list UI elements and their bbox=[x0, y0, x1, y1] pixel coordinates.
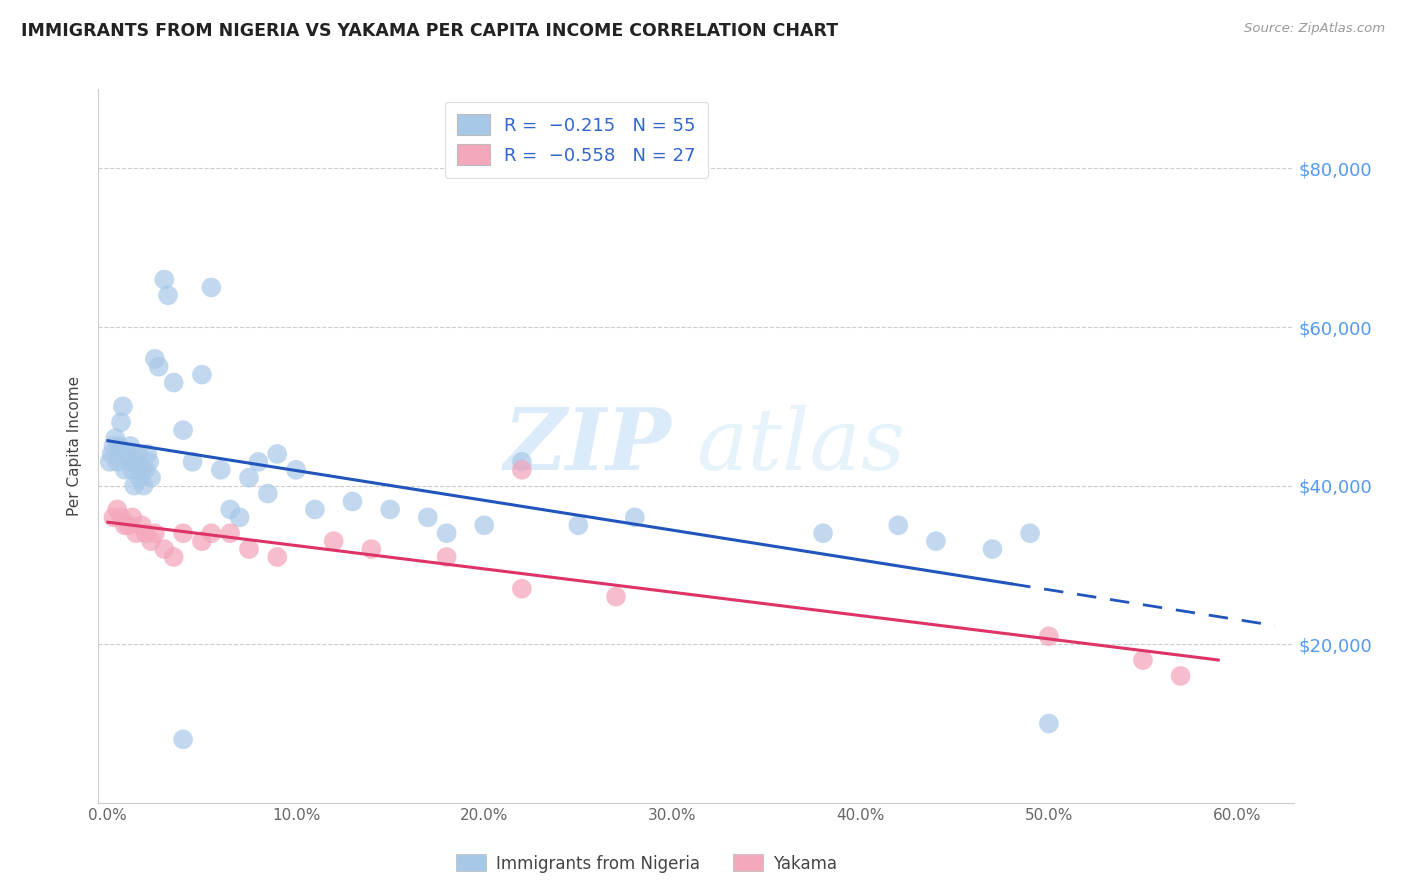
Point bbox=[121, 510, 143, 524]
Point bbox=[925, 534, 948, 549]
Point bbox=[285, 463, 308, 477]
Legend: R =  −0.215   N = 55, R =  −0.558   N = 27: R = −0.215 N = 55, R = −0.558 N = 27 bbox=[444, 102, 709, 178]
Point bbox=[172, 526, 194, 541]
Point bbox=[128, 471, 150, 485]
Point bbox=[105, 455, 128, 469]
Point bbox=[191, 534, 214, 549]
Point bbox=[153, 272, 176, 286]
Point bbox=[138, 455, 160, 469]
Point bbox=[416, 510, 439, 524]
Point bbox=[131, 463, 153, 477]
Point bbox=[104, 431, 127, 445]
Point bbox=[172, 423, 194, 437]
Point bbox=[322, 534, 344, 549]
Point bbox=[110, 415, 132, 429]
Point bbox=[125, 455, 148, 469]
Point bbox=[157, 288, 180, 302]
Point bbox=[378, 502, 401, 516]
Point bbox=[110, 510, 132, 524]
Point bbox=[114, 518, 136, 533]
Point bbox=[1038, 629, 1060, 643]
Point bbox=[200, 526, 222, 541]
Point bbox=[120, 439, 142, 453]
Point bbox=[121, 463, 143, 477]
Point bbox=[219, 526, 242, 541]
Text: Source: ZipAtlas.com: Source: ZipAtlas.com bbox=[1244, 22, 1385, 36]
Point bbox=[103, 510, 125, 524]
Point bbox=[266, 549, 288, 564]
Point bbox=[436, 526, 458, 541]
Point bbox=[163, 549, 186, 564]
Point bbox=[623, 510, 645, 524]
Point bbox=[139, 471, 162, 485]
Point bbox=[181, 455, 204, 469]
Point bbox=[605, 590, 627, 604]
Point bbox=[200, 280, 222, 294]
Point bbox=[811, 526, 834, 541]
Point bbox=[219, 502, 242, 516]
Point bbox=[191, 368, 214, 382]
Point bbox=[131, 518, 153, 533]
Point bbox=[256, 486, 278, 500]
Point bbox=[108, 439, 131, 453]
Text: atlas: atlas bbox=[696, 405, 905, 487]
Point bbox=[266, 447, 288, 461]
Point bbox=[122, 478, 145, 492]
Point bbox=[238, 542, 260, 557]
Point bbox=[567, 518, 589, 533]
Point bbox=[228, 510, 250, 524]
Point bbox=[143, 351, 166, 366]
Point bbox=[98, 455, 121, 469]
Point bbox=[472, 518, 495, 533]
Point bbox=[304, 502, 326, 516]
Point bbox=[103, 439, 125, 453]
Point bbox=[209, 463, 232, 477]
Point bbox=[127, 447, 149, 461]
Point bbox=[1038, 716, 1060, 731]
Point bbox=[111, 400, 134, 414]
Y-axis label: Per Capita Income: Per Capita Income bbox=[67, 376, 83, 516]
Point bbox=[1132, 653, 1154, 667]
Point bbox=[342, 494, 364, 508]
Point bbox=[148, 359, 170, 374]
Point bbox=[510, 463, 533, 477]
Point bbox=[1170, 669, 1192, 683]
Point bbox=[136, 447, 159, 461]
Point bbox=[1019, 526, 1042, 541]
Point bbox=[247, 455, 270, 469]
Point bbox=[134, 526, 156, 541]
Point bbox=[117, 518, 139, 533]
Text: IMMIGRANTS FROM NIGERIA VS YAKAMA PER CAPITA INCOME CORRELATION CHART: IMMIGRANTS FROM NIGERIA VS YAKAMA PER CA… bbox=[21, 22, 838, 40]
Point bbox=[125, 526, 148, 541]
Point bbox=[153, 542, 176, 557]
Point bbox=[238, 471, 260, 485]
Point bbox=[132, 478, 155, 492]
Point bbox=[981, 542, 1004, 557]
Text: ZIP: ZIP bbox=[505, 404, 672, 488]
Point bbox=[163, 376, 186, 390]
Point bbox=[139, 534, 162, 549]
Point bbox=[115, 447, 138, 461]
Point bbox=[105, 502, 128, 516]
Point bbox=[887, 518, 910, 533]
Point bbox=[510, 455, 533, 469]
Point bbox=[143, 526, 166, 541]
Point bbox=[134, 463, 156, 477]
Legend: Immigrants from Nigeria, Yakama: Immigrants from Nigeria, Yakama bbox=[450, 847, 844, 880]
Point bbox=[114, 463, 136, 477]
Point bbox=[100, 447, 122, 461]
Point bbox=[510, 582, 533, 596]
Point bbox=[360, 542, 382, 557]
Point bbox=[172, 732, 194, 747]
Point bbox=[117, 455, 139, 469]
Point bbox=[436, 549, 458, 564]
